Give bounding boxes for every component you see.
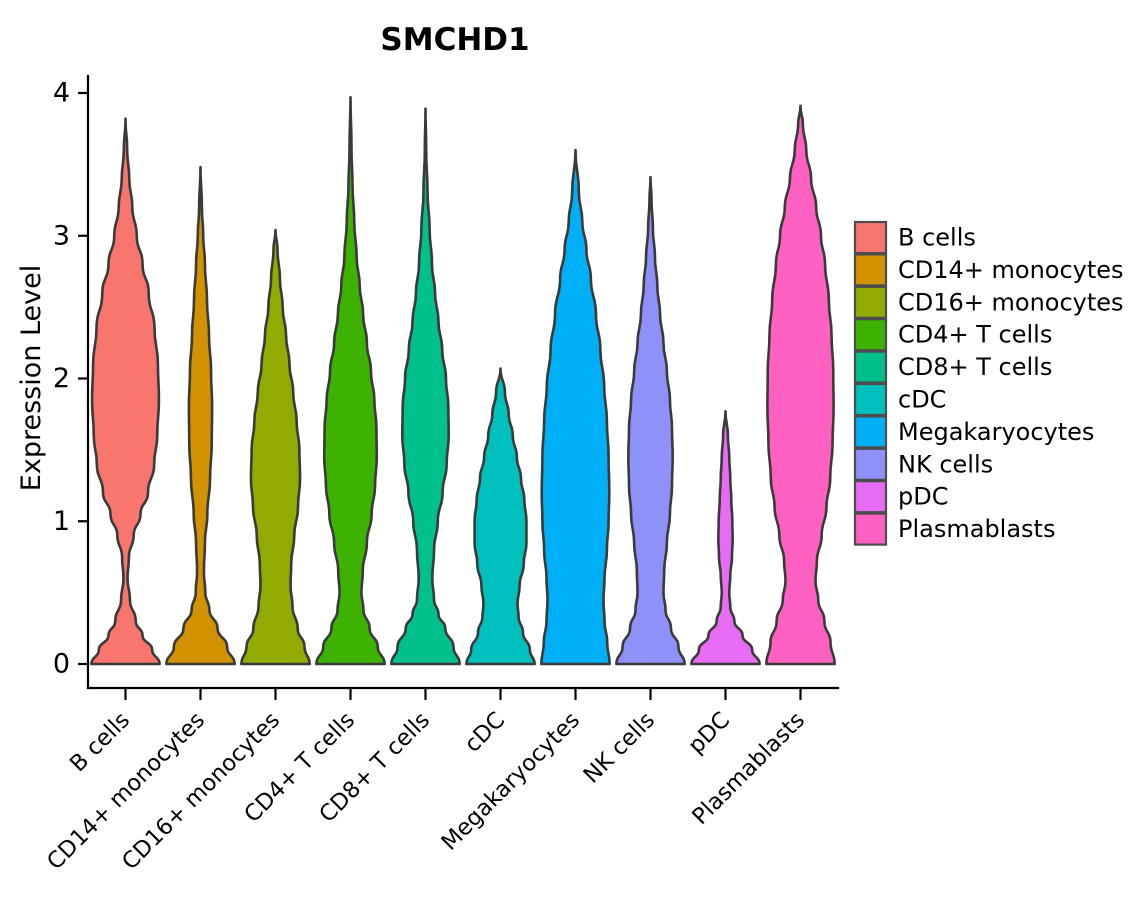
legend-swatch (853, 350, 888, 384)
legend-swatch (853, 220, 888, 255)
violin-megakaryocytes (540, 148, 611, 666)
legend-swatch (853, 415, 888, 449)
violin-b-cells (90, 117, 161, 666)
y-tick-label: 0 (53, 649, 70, 680)
legend-swatch (853, 447, 888, 481)
legend: B cells CD14+ monocytes CD16+ monocytes CD4… (853, 220, 1124, 546)
legend-swatch (853, 382, 888, 417)
y-tick-label: 1 (53, 506, 70, 537)
x-tick-label: cDC (460, 707, 511, 758)
x-tick-label: Megakaryocytes (436, 707, 585, 856)
legend-swatch (853, 512, 888, 546)
violins-group (90, 95, 836, 666)
violin-plasmablasts (765, 104, 836, 666)
legend-label: Plasmablasts (898, 515, 1055, 543)
legend-label: NK cells (898, 450, 993, 478)
x-tick-label: pDC (683, 707, 735, 759)
legend-item[interactable]: CD8+ T cells (853, 350, 1052, 384)
legend-label: CD14+ monocytes (898, 256, 1124, 284)
legend-swatch (853, 253, 888, 287)
legend-item[interactable]: CD4+ T cells (853, 318, 1052, 352)
legend-item[interactable]: cDC (853, 382, 946, 417)
x-tick-label: B cells (65, 707, 135, 777)
violin-cd14-monocytes (165, 165, 236, 666)
legend-swatch (853, 480, 888, 514)
violin-cd8-t-cells (390, 107, 461, 666)
legend-item[interactable]: pDC (853, 480, 948, 514)
y-tick-label: 3 (53, 220, 70, 251)
y-tick-group: 0 1 2 3 4 (53, 78, 88, 680)
legend-swatch (853, 285, 888, 319)
legend-label: Megakaryocytes (898, 418, 1094, 446)
legend-item[interactable]: Plasmablasts (853, 512, 1055, 546)
y-tick-label: 2 (53, 363, 70, 394)
x-tick-label: NK cells (579, 707, 660, 788)
legend-label: CD8+ T cells (898, 353, 1052, 381)
legend-item[interactable]: NK cells (853, 447, 993, 481)
legend-item[interactable]: CD16+ monocytes (853, 285, 1124, 319)
y-tick-label: 4 (53, 78, 70, 109)
legend-label: pDC (898, 483, 948, 511)
legend-swatch (853, 318, 888, 352)
violin-nk-cells (615, 175, 686, 666)
legend-label: B cells (898, 224, 976, 252)
legend-item[interactable]: B cells (853, 220, 976, 255)
violin-pdc (690, 410, 761, 666)
legend-label: CD4+ T cells (898, 321, 1052, 349)
legend-item[interactable]: CD14+ monocytes (853, 253, 1124, 287)
legend-item[interactable]: Megakaryocytes (853, 415, 1094, 449)
violin-cd16-monocytes (240, 228, 311, 666)
violin-cd4-t-cells (315, 95, 386, 666)
y-axis-title: Expression Level (16, 265, 47, 491)
chart-title: SMCHD1 (380, 22, 529, 58)
legend-label: cDC (898, 386, 946, 414)
violin-cdc (465, 367, 536, 666)
legend-label: CD16+ monocytes (898, 288, 1124, 316)
